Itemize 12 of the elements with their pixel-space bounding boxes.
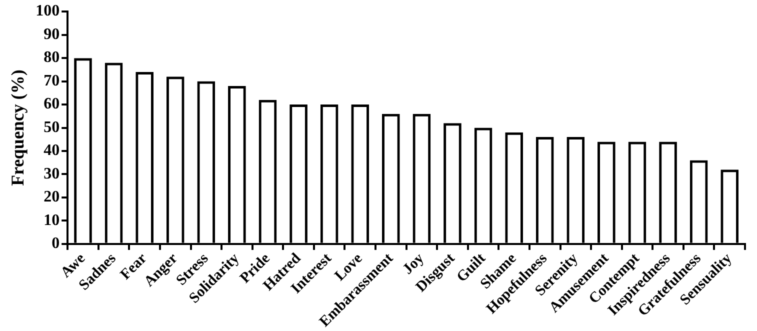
y-tick-label: 50 xyxy=(44,118,60,136)
y-tick-label: 100 xyxy=(36,2,60,20)
y-tick-label: 90 xyxy=(44,26,60,43)
y-tick-label: 40 xyxy=(44,142,60,160)
y-axis-title: Frequency (%) xyxy=(7,70,28,186)
y-tick-label: 70 xyxy=(44,72,60,90)
y-tick-label: 0 xyxy=(52,235,60,252)
y-tick-label: 20 xyxy=(44,188,60,206)
y-tick-label: 30 xyxy=(44,165,60,182)
y-tick-label: 80 xyxy=(44,49,60,66)
y-tick-label: 10 xyxy=(44,212,60,229)
y-tick-label: 60 xyxy=(44,96,60,113)
